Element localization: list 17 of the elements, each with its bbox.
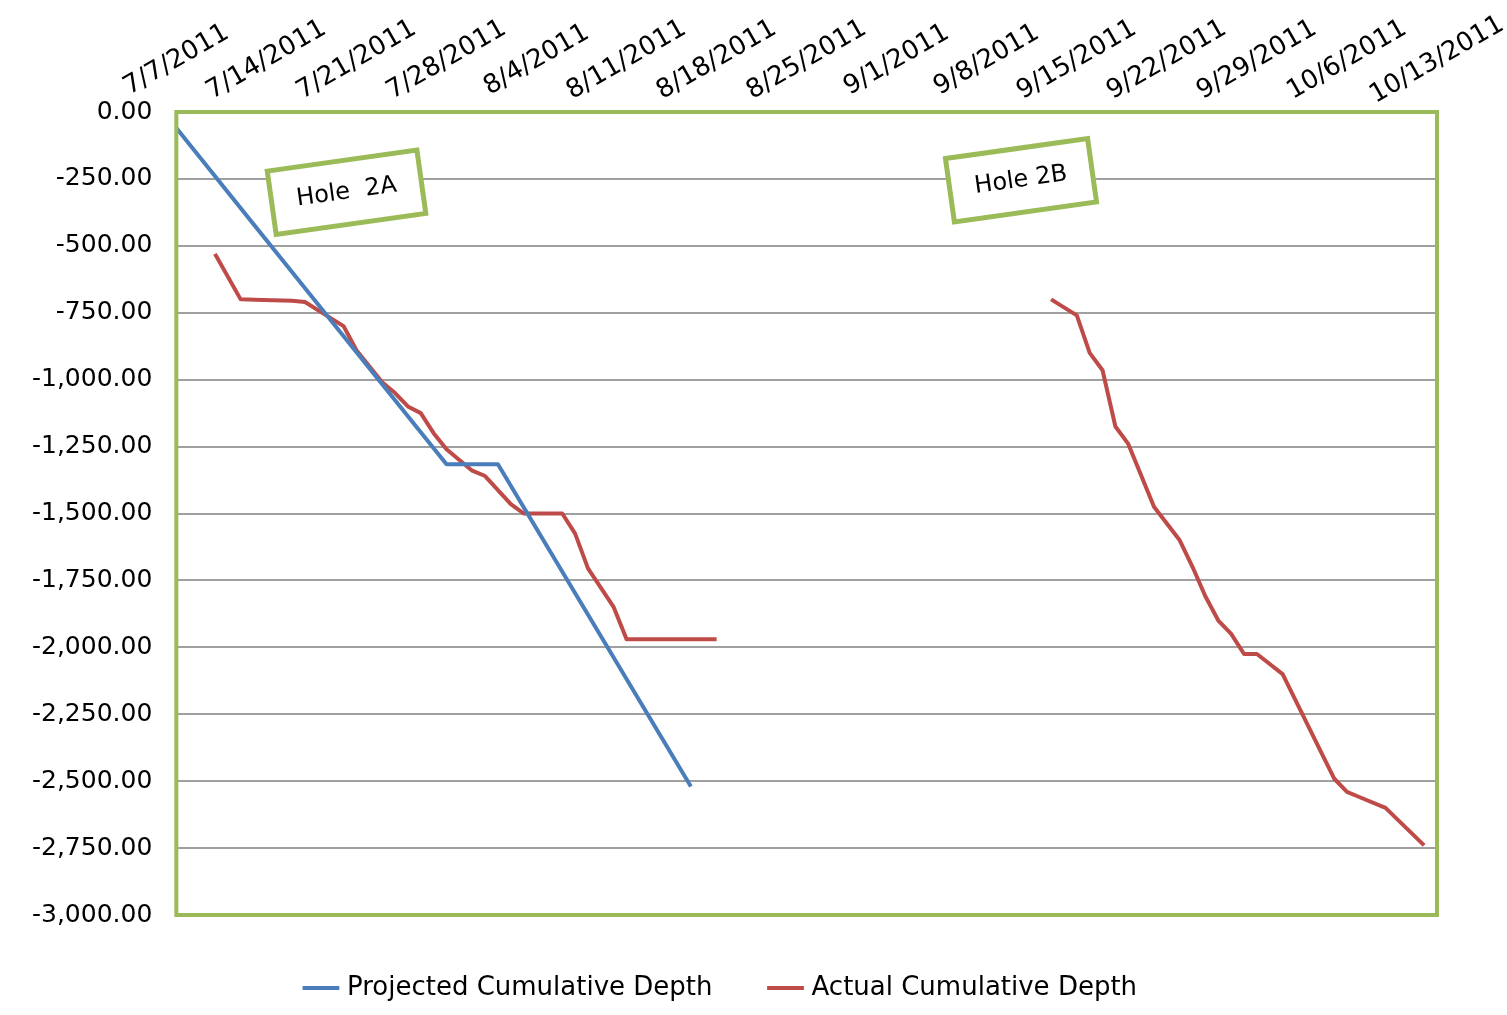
- y-tick-label: -1,250.00: [31, 430, 153, 460]
- annotation: Hole 2A: [294, 169, 399, 212]
- y-tick-label: -1,000.00: [31, 363, 153, 393]
- y-tick-label: -1,500.00: [31, 497, 153, 526]
- annotation: Hole 2B: [972, 158, 1069, 199]
- legend-label: Actual Cumulative Depth: [811, 970, 1138, 1001]
- y-tick-label: -3,000.00: [31, 898, 153, 928]
- y-tick-label: 0.00: [96, 95, 153, 125]
- y-tick-label: -500.00: [55, 229, 153, 259]
- legend-label: Projected Cumulative Depth: [346, 970, 713, 1001]
- y-tick-label: -250.00: [55, 162, 153, 192]
- y-tick-label: -1,750.00: [31, 563, 153, 593]
- y-tick-label: -2,500.00: [31, 764, 153, 794]
- y-tick-label: -2,000.00: [31, 630, 153, 660]
- y-tick-label: -2,250.00: [31, 697, 153, 727]
- y-tick-label: -2,750.00: [31, 831, 153, 861]
- y-tick-label: -750.00: [55, 296, 153, 326]
